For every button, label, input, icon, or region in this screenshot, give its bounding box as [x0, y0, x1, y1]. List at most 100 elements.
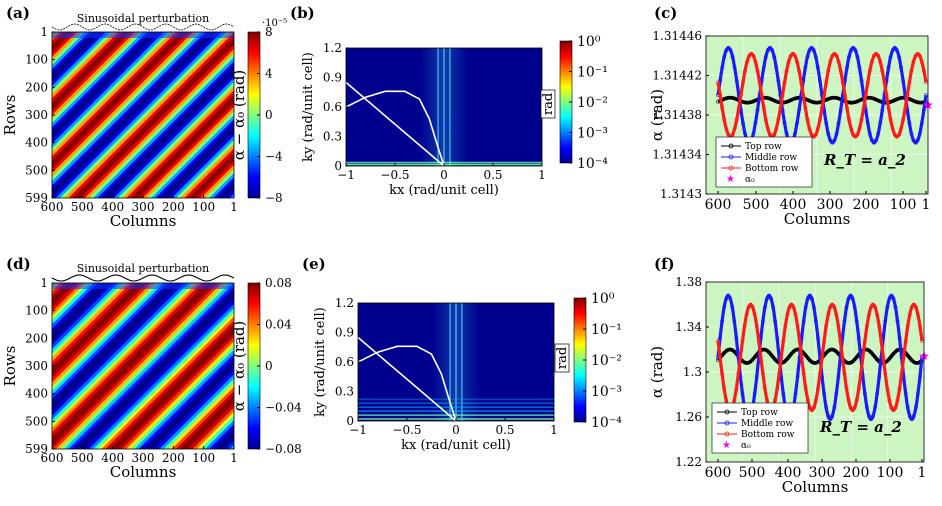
series-marker: [865, 405, 869, 410]
colorbar-tick-label: 10⁰: [577, 34, 601, 50]
series-marker: [718, 93, 723, 98]
spectrum-field-b: [346, 48, 542, 166]
stripe-band: [101, 65, 234, 198]
colorbar-tick-label: −0.04: [265, 401, 302, 415]
series-marker: [883, 319, 888, 323]
series-marker: [891, 408, 896, 413]
series-marker: [832, 138, 837, 143]
series-marker: [875, 312, 880, 317]
stripe-band: [60, 32, 231, 198]
series-marker: [722, 305, 727, 310]
y-tick-label: 0.6: [323, 100, 342, 114]
panel-label-a: (a): [6, 4, 30, 22]
series-marker: [803, 106, 808, 111]
x-tick-label: 0.5: [483, 168, 502, 182]
y-tick-label: 1.31438: [652, 108, 702, 122]
series-marker: [876, 98, 881, 103]
series-marker: [883, 371, 888, 376]
series-marker: [922, 69, 926, 73]
series-marker: [846, 296, 851, 301]
series-marker: [795, 324, 800, 329]
series-marker: [830, 414, 835, 419]
series-marker: [843, 93, 847, 98]
series-marker: [738, 355, 743, 360]
dispersion-curve: [358, 345, 457, 421]
x-tick-label: 0: [440, 168, 448, 182]
series-marker: [828, 59, 833, 64]
series-marker: [887, 296, 892, 301]
series-marker: [851, 100, 856, 105]
series-marker: [870, 138, 874, 143]
series-marker: [788, 53, 793, 58]
legend-box: [715, 136, 813, 188]
series-marker: [722, 55, 727, 59]
perturbation-wave-a: [51, 23, 235, 31]
colorbar-tick-label: 4: [265, 67, 273, 81]
series-marker: [745, 100, 750, 105]
series-marker: [747, 53, 752, 58]
legend-star-icon: ★: [726, 174, 735, 185]
x-tick-label: 200: [853, 197, 880, 213]
boundary-row: [52, 283, 234, 289]
series-marker: [830, 95, 835, 100]
series-marker: [907, 355, 912, 360]
panel-label-b: (b): [290, 4, 315, 22]
series-marker: [885, 305, 890, 310]
series-marker: [795, 59, 799, 64]
stripe-band: [188, 403, 234, 449]
series-marker: [840, 355, 845, 360]
perturbation-title-a: Sinusoidal perturbation: [77, 12, 209, 25]
series-marker: [742, 324, 747, 329]
stripe-band: [55, 32, 227, 198]
series-marker: [726, 293, 731, 298]
series-marker: [878, 99, 883, 104]
colorbar-tick-label: 10⁻²: [577, 95, 608, 111]
colorbar-tick-label: 10⁻³: [591, 384, 622, 400]
series-marker: [918, 324, 922, 329]
series-marker: [855, 132, 860, 137]
stripe-band: [97, 312, 234, 449]
stripe-band: [184, 399, 234, 449]
series-marker: [840, 80, 845, 85]
series-marker: [752, 355, 757, 360]
series-marker: [824, 80, 829, 85]
series-marker: [775, 386, 780, 391]
series-marker: [805, 117, 810, 122]
series-marker: [834, 53, 839, 58]
series-marker: [826, 349, 831, 353]
panel-d: (d) Sinusoidal perturbation 600 500 400 300 20…: [1, 255, 302, 481]
series-marker: [867, 95, 872, 100]
series-marker: [838, 108, 843, 112]
y-tick-label: 1.22: [675, 455, 702, 469]
series-marker: [854, 398, 859, 403]
x-tick-label: 100: [192, 200, 215, 214]
series-marker: [814, 360, 818, 365]
series-marker: [761, 106, 766, 111]
series-marker: [869, 305, 873, 310]
series-marker: [726, 95, 731, 100]
series-marker: [879, 339, 884, 343]
series-marker: [846, 398, 851, 403]
series-marker: [849, 126, 854, 131]
series-marker: [848, 360, 853, 365]
series-marker: [844, 386, 849, 391]
series-marker: [803, 386, 808, 391]
stripe-band: [163, 378, 234, 449]
y-tick-label: 100: [25, 304, 48, 318]
stripe-band: [105, 69, 234, 198]
series-marker: [744, 312, 749, 317]
stripe-band: [122, 86, 234, 198]
legend-entry: Middle row: [741, 419, 793, 429]
y-tick-label: 400: [25, 136, 48, 150]
series-marker: [780, 93, 785, 98]
series-marker: [814, 398, 818, 403]
colorbar-tick-label: 10⁻⁴: [591, 415, 622, 431]
series-marker: [740, 391, 745, 396]
series-marker: [886, 65, 891, 70]
series-marker: [763, 117, 768, 122]
stripe-band: [217, 432, 234, 449]
series-marker: [828, 96, 833, 101]
series-marker: [838, 339, 843, 343]
series-marker: [809, 359, 814, 364]
